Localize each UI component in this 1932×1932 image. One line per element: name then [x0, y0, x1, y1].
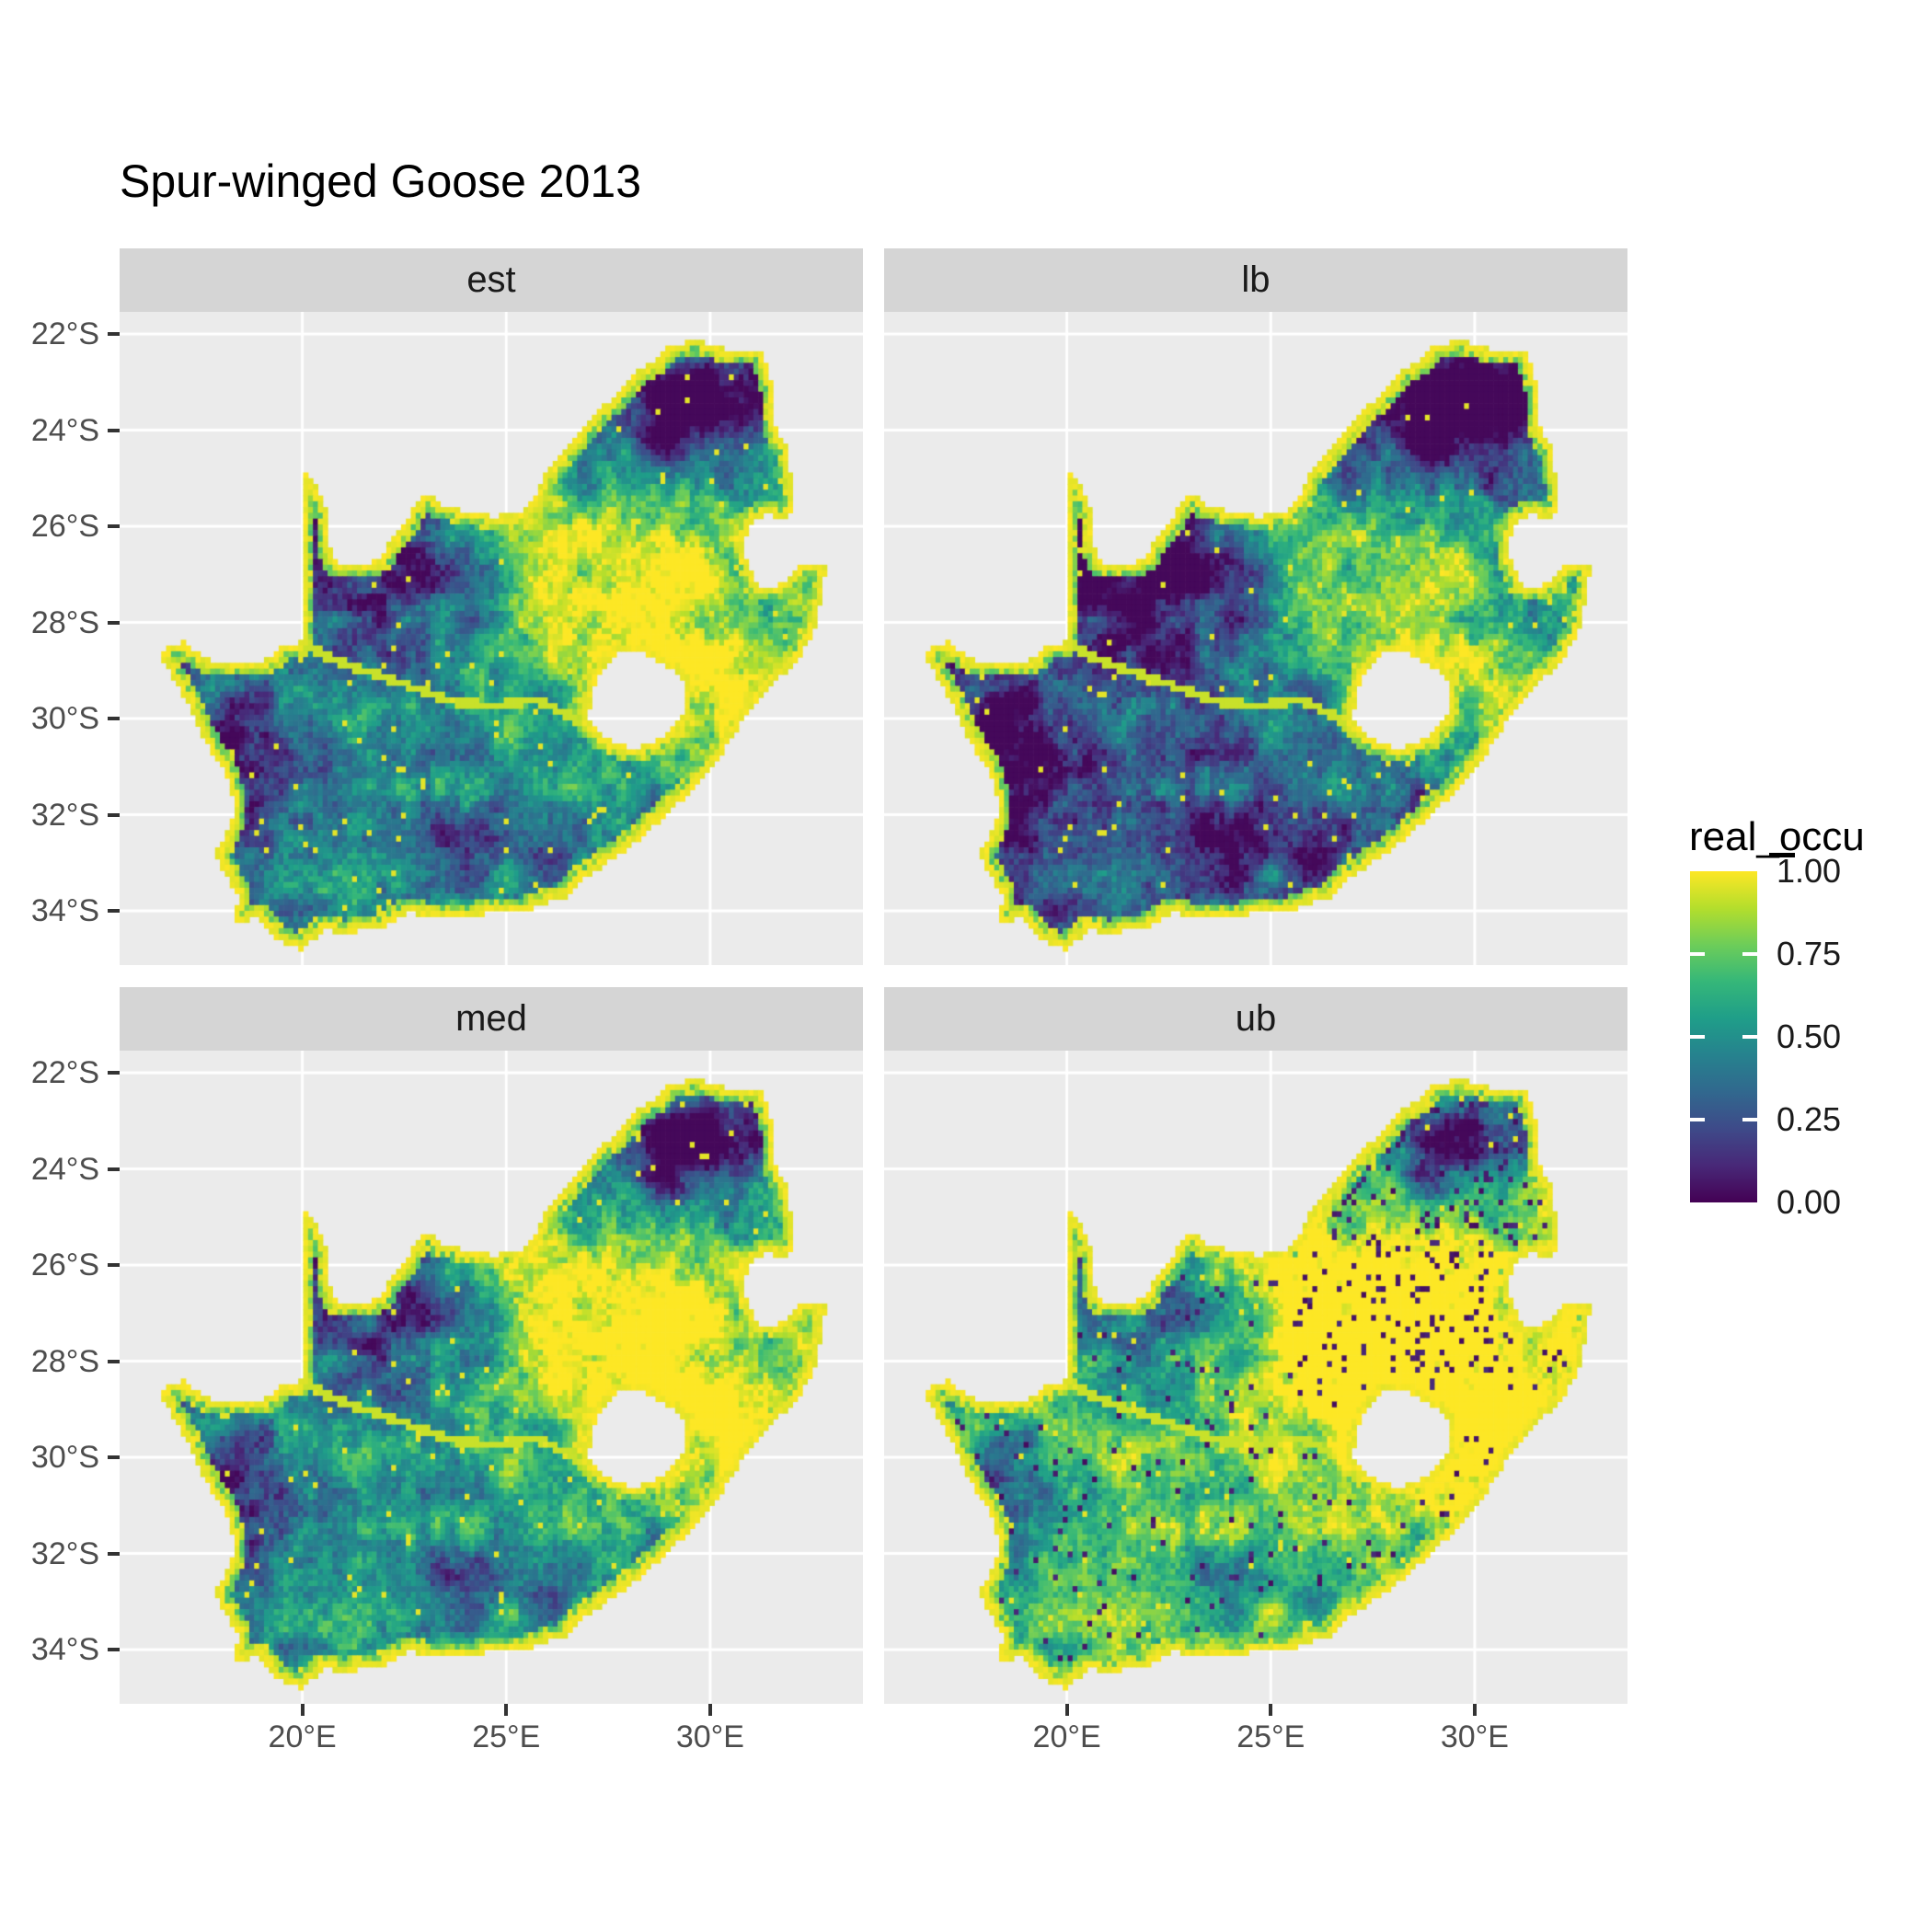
y-axis-tick-mark: [108, 812, 120, 817]
y-axis-tick-label: 32°S: [30, 797, 99, 833]
legend-bar-tick: [1742, 952, 1757, 956]
facet-strip-med: med: [120, 987, 863, 1051]
y-axis-tick-mark: [108, 717, 120, 721]
x-axis-tick-label: 20°E: [268, 1719, 337, 1754]
plot-title: Spur-winged Goose 2013: [120, 155, 642, 207]
y-axis-tick-mark: [108, 1455, 120, 1460]
facet-strip-label-est: est: [466, 259, 516, 300]
x-axis-tick-mark: [1064, 1704, 1069, 1716]
y-axis-tick-mark: [108, 1263, 120, 1268]
legend-tick-label: 0.00: [1777, 1183, 1842, 1221]
x-axis-tick-mark: [1269, 1704, 1273, 1716]
y-axis-tick-mark: [108, 1071, 120, 1075]
legend-bar-tick: [1690, 1118, 1705, 1121]
x-axis-tick-mark: [504, 1704, 509, 1716]
facet-strip-label-ub: ub: [1235, 998, 1277, 1039]
y-axis-tick-label: 26°S: [30, 509, 99, 545]
x-axis-tick-label: 30°E: [675, 1719, 744, 1754]
facet-strip-est: est: [120, 248, 863, 312]
legend-tick-label: 1.00: [1777, 852, 1842, 890]
legend-title: real_occu: [1689, 814, 1865, 859]
y-axis-tick-label: 28°S: [30, 1343, 99, 1379]
y-axis-tick-label: 28°S: [30, 604, 99, 640]
y-axis-tick-label: 24°S: [30, 1151, 99, 1187]
y-axis-tick-mark: [108, 1648, 120, 1652]
y-axis-tick-mark: [108, 1359, 120, 1363]
facet-strip-label-med: med: [455, 998, 527, 1039]
legend-tick-label: 0.50: [1777, 1018, 1842, 1055]
x-axis-tick-label: 30°E: [1440, 1719, 1509, 1754]
x-axis-tick-label: 20°E: [1032, 1719, 1101, 1754]
y-axis-tick-label: 22°S: [30, 1055, 99, 1091]
legend-bar-tick: [1690, 952, 1705, 956]
x-axis-tick-label: 25°E: [1236, 1719, 1305, 1754]
y-axis-tick-label: 34°S: [30, 893, 99, 929]
map-canvas-med: [120, 1051, 863, 1704]
y-axis-tick-label: 22°S: [30, 316, 99, 352]
y-axis-tick-label: 30°S: [30, 1440, 99, 1476]
map-canvas-est: [120, 312, 863, 965]
y-axis-tick-mark: [108, 524, 120, 529]
y-axis-tick-label: 32°S: [30, 1535, 99, 1571]
y-axis-tick-mark: [108, 909, 120, 914]
y-axis-tick-mark: [108, 1551, 120, 1556]
legend-bar-tick: [1742, 1035, 1757, 1039]
y-axis-tick-label: 24°S: [30, 412, 99, 448]
y-axis-tick-label: 34°S: [30, 1632, 99, 1668]
facet-strip-lb: lb: [884, 248, 1627, 312]
map-canvas-lb: [884, 312, 1627, 965]
legend-bar-tick: [1690, 1035, 1705, 1039]
facet-strip-ub: ub: [884, 987, 1627, 1051]
y-axis-tick-mark: [108, 1167, 120, 1171]
y-axis-tick-label: 26°S: [30, 1248, 99, 1283]
x-axis-tick-mark: [1472, 1704, 1477, 1716]
x-axis-tick-mark: [707, 1704, 712, 1716]
y-axis-tick-mark: [108, 428, 120, 432]
y-axis-tick-label: 30°S: [30, 701, 99, 737]
x-axis-tick-label: 25°E: [472, 1719, 541, 1754]
legend-top-tick: [1769, 853, 1795, 857]
x-axis-tick-mark: [300, 1704, 305, 1716]
legend-tick-label: 0.75: [1777, 935, 1842, 972]
legend-bar-tick: [1742, 1118, 1757, 1121]
map-canvas-ub: [884, 1051, 1627, 1704]
legend-tick-label: 0.25: [1777, 1100, 1842, 1138]
y-axis-tick-mark: [108, 332, 120, 337]
y-axis-tick-mark: [108, 620, 120, 625]
facet-strip-label-lb: lb: [1241, 259, 1271, 300]
